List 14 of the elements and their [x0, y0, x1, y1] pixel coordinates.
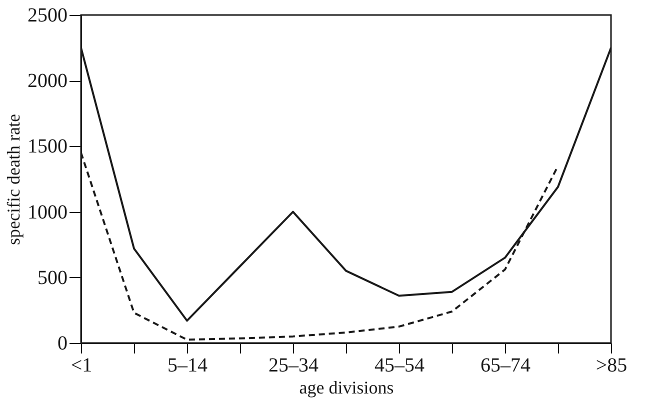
y-tick-label: 1500 — [28, 136, 68, 158]
x-tick-label: 5–14 — [168, 354, 208, 376]
x-tick-label: <1 — [70, 354, 92, 376]
y-tick-label: 2500 — [28, 4, 68, 26]
y-tick-label: 2000 — [28, 70, 68, 92]
x-tick-label: 45–54 — [374, 354, 424, 376]
x-tick-label: 25–34 — [268, 354, 318, 376]
x-axis-title: age divisions — [299, 378, 394, 398]
y-tick-label: 0 — [58, 332, 68, 354]
x-tick-label: >85 — [596, 354, 628, 376]
x-tick-label: 65–74 — [480, 354, 530, 376]
y-tick-label: 500 — [38, 266, 68, 289]
y-axis-title: specific death rate — [4, 114, 24, 245]
y-tick-label: 1000 — [28, 201, 68, 224]
